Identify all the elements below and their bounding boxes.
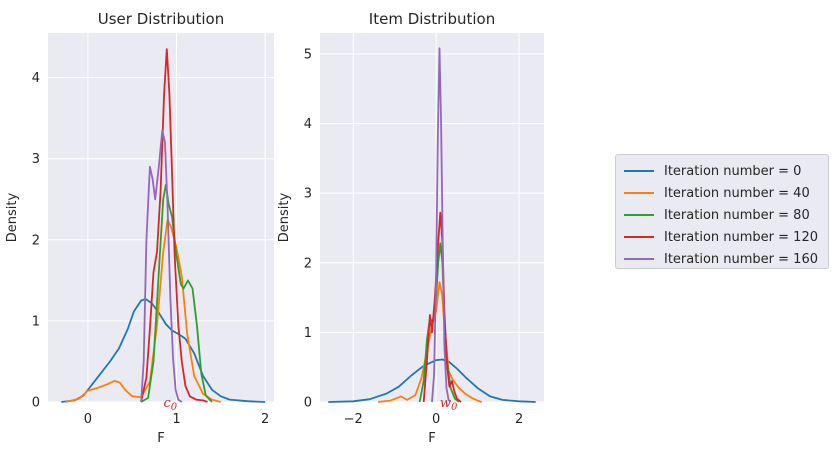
y-tick-label: 5 xyxy=(304,47,312,62)
legend-item-0: Iteration number = 0 xyxy=(624,161,801,181)
legend-item-1: Iteration number = 40 xyxy=(624,183,810,203)
legend-label-0: Iteration number = 0 xyxy=(664,163,802,179)
plot-area xyxy=(48,33,274,402)
series-line-2 xyxy=(140,183,213,403)
legend-item-4: Iteration number = 160 xyxy=(624,249,818,269)
legend-swatch-1 xyxy=(624,192,654,194)
series-line-3 xyxy=(140,48,208,403)
series-line-0 xyxy=(61,298,266,403)
legend-item-2: Iteration number = 80 xyxy=(624,205,810,225)
y-tick-label: 3 xyxy=(304,187,312,202)
y-axis-label: Density xyxy=(5,192,20,242)
y-tick-label: 2 xyxy=(32,233,40,248)
chart-panel-1: −2 0 2 0 1 2 3 4 5 Item Distribution F Density w0 xyxy=(277,10,544,446)
legend-swatch-4 xyxy=(624,258,654,260)
legend: Iteration number = 0 Iteration number = … xyxy=(615,154,829,269)
x-tick-label: 2 xyxy=(261,412,269,427)
y-tick-label: 1 xyxy=(304,326,312,341)
x-tick-label: −2 xyxy=(344,412,363,427)
x-axis-label: F xyxy=(428,431,435,446)
legend-label-3: Iteration number = 120 xyxy=(664,229,818,245)
annotation-label: w0 xyxy=(440,396,458,413)
plot-area xyxy=(320,33,544,402)
y-tick-label: 1 xyxy=(32,314,40,329)
y-axis-label: Density xyxy=(277,192,292,242)
series-line-0 xyxy=(328,358,536,403)
y-tick-label: 0 xyxy=(32,396,40,411)
x-tick-label: 1 xyxy=(172,412,180,427)
legend-item-3: Iteration number = 120 xyxy=(624,227,818,247)
legend-label-1: Iteration number = 40 xyxy=(664,185,810,201)
y-tick-label: 0 xyxy=(304,396,312,411)
series-line-1 xyxy=(377,281,483,403)
x-tick-label: 0 xyxy=(432,412,440,427)
x-tick-label: 2 xyxy=(515,412,523,427)
chart-title: User Distribution xyxy=(98,10,224,28)
x-tick-label: 0 xyxy=(84,412,92,427)
y-tick-label: 4 xyxy=(32,71,40,86)
legend-swatch-3 xyxy=(624,236,654,238)
x-axis-label: F xyxy=(157,431,164,446)
chart-title: Item Distribution xyxy=(369,10,495,28)
y-tick-label: 2 xyxy=(304,256,312,271)
legend-label-4: Iteration number = 160 xyxy=(664,251,818,267)
y-tick-label: 3 xyxy=(32,152,40,167)
series-line-4 xyxy=(431,47,452,403)
series-line-4 xyxy=(140,129,183,403)
legend-label-2: Iteration number = 80 xyxy=(664,207,810,223)
annotation-label: c0 xyxy=(163,396,177,413)
legend-swatch-0 xyxy=(624,170,654,172)
chart-panel-0: 0 1 2 0 1 2 3 4 User Distribution F Density c0 xyxy=(5,10,274,446)
y-tick-label: 4 xyxy=(304,117,312,132)
legend-swatch-2 xyxy=(624,214,654,216)
